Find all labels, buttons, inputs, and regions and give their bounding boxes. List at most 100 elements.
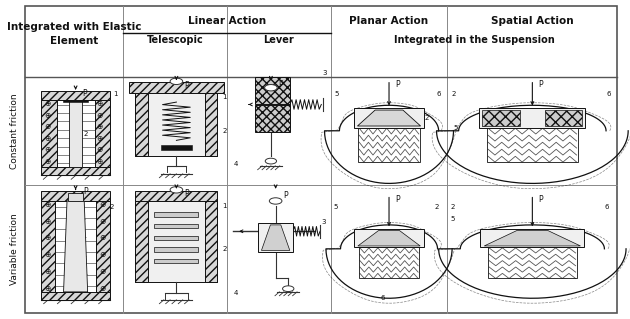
Bar [41, 191, 110, 201]
Text: ⊕: ⊕ [44, 267, 50, 276]
Circle shape [170, 78, 183, 85]
Text: P: P [83, 187, 88, 196]
Bar [41, 201, 55, 292]
Text: ⊕: ⊕ [100, 250, 106, 259]
Bar [41, 292, 110, 300]
Text: ⊕: ⊕ [100, 284, 106, 293]
Polygon shape [358, 231, 420, 246]
Circle shape [270, 198, 282, 204]
Bar [96, 201, 110, 292]
Text: ⊕: ⊕ [44, 122, 50, 131]
Text: ⊕: ⊕ [100, 200, 106, 209]
Bar [486, 121, 578, 162]
Text: ⊕: ⊕ [96, 122, 102, 131]
Bar [488, 241, 577, 278]
Text: Integrated in the Suspension: Integrated in the Suspension [394, 35, 554, 45]
Bar [63, 100, 88, 102]
Text: P: P [184, 189, 188, 198]
Text: ⊕: ⊕ [44, 250, 50, 259]
Text: 2: 2 [435, 204, 438, 210]
Text: ⊕: ⊕ [44, 111, 50, 120]
Text: 1: 1 [113, 91, 118, 97]
Text: 4: 4 [234, 161, 238, 167]
Bar [68, 193, 83, 201]
Bar [69, 100, 82, 167]
Text: ⊕: ⊕ [96, 145, 102, 154]
Text: ⊕: ⊕ [100, 217, 106, 226]
Bar [258, 223, 293, 252]
Text: Lever: Lever [263, 35, 294, 45]
Text: 6: 6 [604, 204, 609, 210]
Bar [205, 201, 217, 282]
Bar [358, 121, 420, 162]
Bar [135, 191, 217, 201]
Text: 6: 6 [607, 91, 612, 97]
Bar [154, 224, 198, 228]
Text: P: P [284, 191, 288, 200]
Text: P: P [278, 80, 283, 89]
Bar [154, 212, 198, 217]
Text: 4: 4 [234, 291, 238, 296]
Bar [41, 100, 57, 167]
Text: P: P [82, 89, 86, 98]
Text: 6: 6 [437, 91, 442, 97]
Text: 2: 2 [450, 204, 454, 210]
Bar [545, 110, 582, 126]
Bar [161, 145, 192, 150]
Text: 2: 2 [222, 246, 227, 252]
Text: ⊕: ⊕ [44, 157, 50, 166]
Bar [135, 93, 148, 156]
Text: Constant friction: Constant friction [10, 93, 19, 169]
Text: ⊕: ⊕ [44, 234, 50, 242]
Bar [154, 235, 198, 240]
Bar [205, 93, 217, 156]
Text: P: P [539, 195, 543, 204]
Text: 2: 2 [452, 91, 455, 97]
Text: 5: 5 [450, 216, 454, 221]
Bar [154, 259, 198, 263]
Bar [354, 108, 424, 128]
Text: ⊕: ⊕ [44, 200, 50, 209]
Text: ⊕: ⊕ [96, 134, 102, 143]
Text: ⊕: ⊕ [96, 111, 102, 120]
Circle shape [265, 158, 277, 164]
Text: ⊕: ⊕ [100, 267, 106, 276]
Text: ⊕: ⊕ [44, 145, 50, 154]
Text: 2: 2 [110, 204, 114, 210]
Circle shape [265, 85, 277, 91]
Text: 3: 3 [323, 70, 327, 76]
Text: 2: 2 [222, 128, 227, 134]
Text: ⊕: ⊕ [44, 99, 50, 108]
Text: Variable friction: Variable friction [10, 213, 19, 285]
Polygon shape [64, 201, 88, 292]
Text: ⊕: ⊕ [44, 217, 50, 226]
Bar [255, 77, 290, 104]
Text: ⊕: ⊕ [100, 234, 106, 242]
Text: 1: 1 [222, 94, 227, 100]
Text: 3: 3 [321, 219, 326, 225]
Text: 6: 6 [381, 295, 385, 301]
Bar [354, 229, 424, 247]
Bar [483, 110, 520, 126]
Bar [135, 201, 217, 282]
Polygon shape [261, 225, 290, 250]
Bar [271, 103, 290, 106]
Bar [359, 241, 419, 278]
Text: P: P [396, 195, 400, 204]
Bar [41, 167, 110, 175]
Text: Telescopic: Telescopic [146, 35, 203, 45]
Text: P: P [539, 80, 543, 89]
Text: 5: 5 [335, 91, 339, 97]
Text: Integrated with Elastic: Integrated with Elastic [7, 22, 141, 32]
Circle shape [170, 187, 183, 193]
Text: Linear Action: Linear Action [188, 16, 266, 26]
Bar [479, 108, 585, 128]
Text: Planar Action: Planar Action [350, 16, 428, 26]
Bar [129, 82, 224, 93]
Bar [135, 93, 217, 156]
Polygon shape [357, 110, 421, 126]
Text: P: P [184, 81, 188, 90]
Text: 5: 5 [454, 125, 457, 130]
Bar [94, 100, 110, 167]
Text: 2: 2 [84, 131, 88, 137]
